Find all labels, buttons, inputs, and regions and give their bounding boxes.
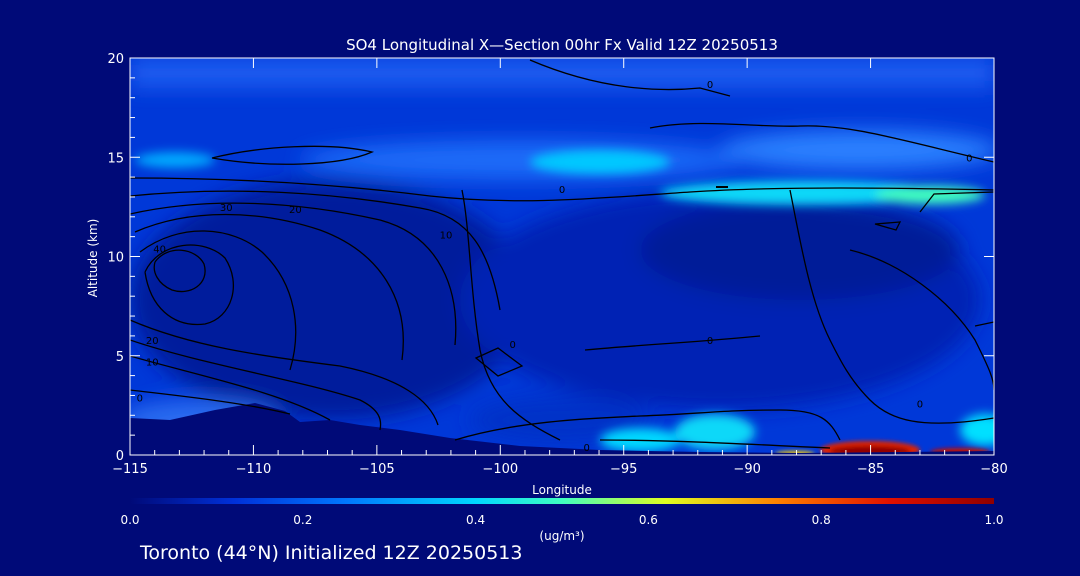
contour-label: 0: [509, 340, 515, 351]
x-tick-label: −90: [733, 462, 760, 477]
y-tick-label: 10: [107, 251, 124, 266]
contour-label: 30: [220, 203, 233, 214]
x-axis: −115 −110 −105 −100 −95 −90 −85 −80: [112, 58, 1008, 477]
contour-label: 0: [966, 153, 972, 164]
contour-label: 0: [707, 80, 713, 91]
y-tick-label: 20: [107, 52, 124, 67]
x-tick-label: −80: [980, 462, 1007, 477]
contour-label: 20: [289, 205, 302, 216]
contour-label: 0: [559, 185, 565, 196]
x-axis-label: Longitude: [532, 483, 592, 497]
x-tick-label: −105: [359, 462, 395, 477]
colorbar-unit-label: (ug/m³): [539, 529, 584, 543]
contour-label: 20: [146, 336, 159, 347]
contour-labels: 0 0 0 0 0 0 0 40 20 10 0 30 20 10: [137, 80, 973, 454]
y-tick-label: 5: [116, 350, 124, 365]
contour-label: 0: [917, 399, 923, 410]
contour-label: 10: [146, 358, 159, 369]
colorbar-tick-label: 0.8: [812, 513, 831, 527]
colorbar-tick-label: 0.6: [639, 513, 658, 527]
terrain-mask: [130, 403, 994, 455]
contour-lines: [130, 59, 994, 449]
y-tick-label: 15: [107, 151, 124, 166]
contour-label: 10: [440, 231, 453, 242]
contour-label: 0: [707, 336, 713, 347]
contour-label: 40: [153, 245, 166, 256]
y-axis-label: Altitude (km): [86, 219, 100, 298]
colorbar-tick-label: 0.2: [293, 513, 312, 527]
contour-label: 0: [583, 443, 589, 454]
colorbar-tick-label: 1.0: [984, 513, 1003, 527]
colorbar-tick-label: 0.0: [120, 513, 139, 527]
x-tick-label: −85: [857, 462, 884, 477]
footer-caption: Toronto (44°N) Initialized 12Z 20250513: [140, 542, 523, 564]
x-tick-label: −110: [236, 462, 272, 477]
y-tick-label: 0: [116, 449, 124, 464]
colorbar-ticks: 0.0 0.2 0.4 0.6 0.8 1.0: [120, 513, 1003, 527]
y-axis: 0 5 10 15 20: [107, 52, 994, 464]
x-tick-label: −115: [112, 462, 148, 477]
colorbar: [130, 498, 994, 504]
colorbar-tick-label: 0.4: [466, 513, 485, 527]
contour-label: 0: [137, 393, 143, 404]
x-tick-label: −95: [610, 462, 637, 477]
x-tick-label: −100: [482, 462, 518, 477]
chart-title: SO4 Longitudinal X—Section 00hr Fx Valid…: [346, 36, 778, 54]
